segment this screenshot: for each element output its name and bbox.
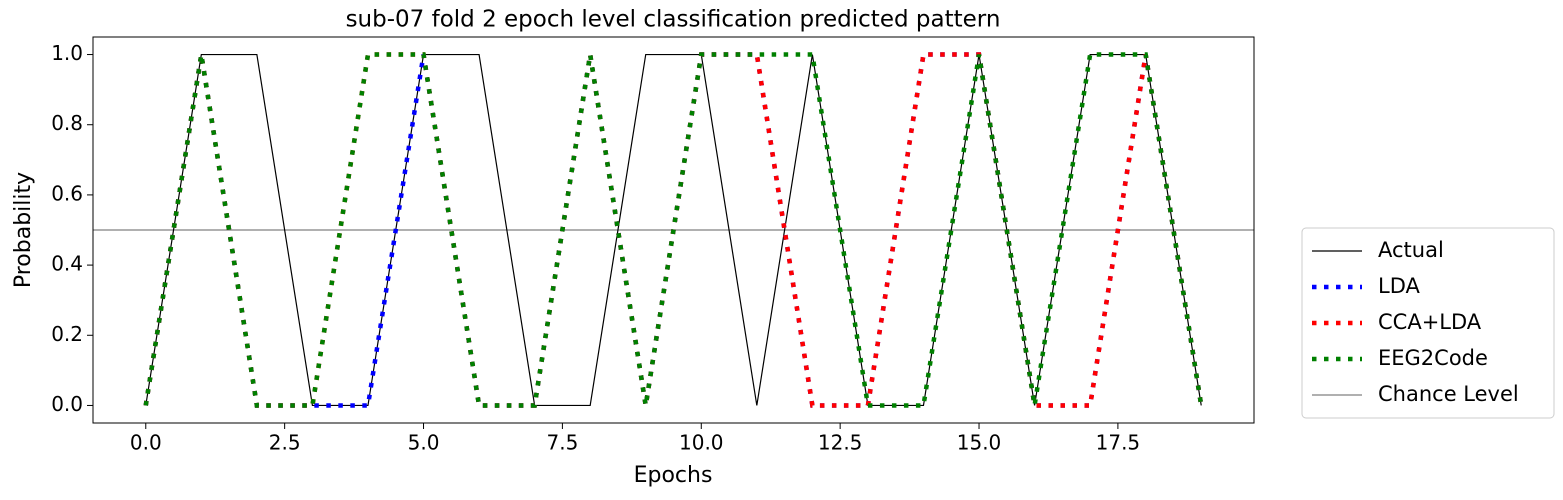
legend-label: Actual	[1378, 238, 1444, 262]
x-tick-label: 2.5	[269, 431, 301, 455]
legend-label: CCA+LDA	[1378, 310, 1482, 334]
x-tick-label: 17.5	[1096, 431, 1141, 455]
plot-frame	[92, 36, 1255, 424]
legend-label: EEG2Code	[1378, 346, 1488, 370]
x-tick-label: 10.0	[679, 431, 724, 455]
series-line	[145, 53, 1202, 407]
chart-title: sub-07 fold 2 epoch level classification…	[346, 7, 1001, 33]
series-line	[143, 52, 1204, 408]
y-tick-label: 0.4	[51, 252, 83, 276]
y-tick-label: 0.0	[51, 392, 83, 416]
legend-label: LDA	[1378, 274, 1421, 298]
y-tick-label: 0.8	[51, 111, 83, 135]
x-tick-label: 15.0	[957, 431, 1002, 455]
x-tick-label: 12.5	[818, 431, 863, 455]
y-axis-label: Probability	[11, 172, 36, 288]
legend-box	[1301, 227, 1555, 419]
y-tick-label: 1.0	[51, 41, 83, 65]
y-tick-label: 0.2	[51, 322, 83, 346]
x-tick-label: 0.0	[130, 431, 162, 455]
x-tick-label: 7.5	[546, 431, 578, 455]
y-tick-label: 0.6	[51, 181, 83, 205]
x-tick-label: 5.0	[408, 431, 440, 455]
legend-label: Chance Level	[1378, 382, 1519, 406]
x-axis-label: Epochs	[634, 463, 713, 488]
